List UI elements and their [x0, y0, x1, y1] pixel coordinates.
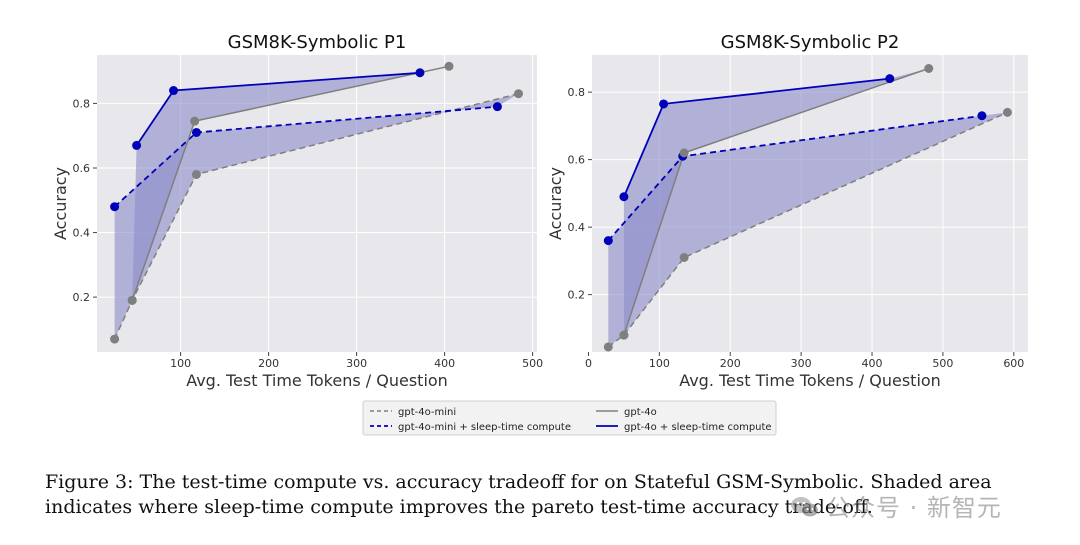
data-point-mini	[514, 89, 524, 99]
y-axis-label: Accuracy	[51, 167, 70, 240]
data-point-mini	[603, 342, 613, 352]
data-point-gpt4o_sleep	[659, 99, 669, 109]
x-tick-label: 100	[170, 357, 191, 370]
x-tick-label: 400	[434, 357, 455, 370]
x-tick-label: 300	[346, 357, 367, 370]
data-point-mini_sleep	[110, 202, 120, 212]
y-tick-label: 0.2	[568, 289, 586, 302]
data-point-gpt4o_sleep	[132, 140, 142, 150]
y-tick-label: 0.6	[568, 154, 586, 167]
watermark-text: 公众号 · 新智元	[826, 494, 1002, 522]
series-line-mini	[113, 92, 519, 340]
x-tick-label: 0	[585, 357, 592, 370]
data-point-mini_sleep	[977, 111, 987, 121]
data-point-gpt4o_sleep	[169, 86, 179, 96]
legend-label-mini_sleep: gpt-4o-mini + sleep-time compute	[398, 422, 571, 433]
y-tick-label: 0.4	[568, 221, 586, 234]
x-tick-label: 200	[720, 357, 741, 370]
legend-label-gpt4o: gpt-4o	[624, 407, 657, 418]
data-point-mini	[679, 253, 689, 262]
legend-label-gpt4o_sleep: gpt-4o + sleep-time compute	[624, 422, 772, 433]
x-axis-label: Avg. Test Time Tokens / Question	[679, 371, 941, 390]
data-point-mini_sleep	[492, 102, 502, 112]
x-tick-label: 500	[932, 357, 953, 370]
legend-label-mini: gpt-4o-mini	[398, 407, 456, 418]
y-axis-label: Accuracy	[546, 167, 565, 240]
legend-box	[362, 400, 777, 436]
data-point-gpt4o	[679, 148, 689, 158]
x-axis-label: Avg. Test Time Tokens / Question	[186, 371, 448, 390]
improvement-area-mini	[114, 93, 519, 340]
chart-title: GSM8K-Symbolic P1	[228, 32, 407, 53]
data-point-gpt4o_sleep	[415, 68, 425, 78]
data-point-mini	[191, 169, 201, 179]
data-point-gpt4o	[444, 61, 454, 71]
improvement-area-gpt4o	[623, 68, 929, 336]
series-line-mini	[607, 111, 1008, 348]
chart-panel-2: 0 100 200 300 400 500 600 0.2 0.4 0.6 0.8 GSM8K-Sym…	[546, 32, 1028, 390]
legend: gpt-4o-mini gpt-4o gpt-4o-mini + sleep-tim…	[362, 400, 777, 436]
data-point-gpt4o	[619, 330, 629, 340]
data-point-mini	[110, 334, 120, 344]
x-tick-label: 300	[791, 357, 812, 370]
data-point-mini_sleep	[191, 127, 201, 137]
x-tick-label: 100	[649, 357, 670, 370]
data-point-gpt4o_sleep	[885, 74, 895, 84]
chart-title: GSM8K-Symbolic P2	[721, 32, 900, 53]
wechat-icon	[791, 497, 818, 517]
figure-caption: Figure 3: The test-time compute vs. accu…	[45, 471, 992, 518]
x-tick-label: 400	[862, 357, 883, 370]
y-tick-label: 0.2	[73, 291, 91, 304]
data-point-gpt4o	[190, 116, 200, 126]
y-tick-label: 0.6	[73, 162, 91, 175]
y-tick-label: 0.8	[73, 97, 91, 110]
data-point-gpt4o_sleep	[619, 192, 629, 202]
x-tick-label: 600	[1003, 357, 1024, 370]
x-tick-label: 500	[522, 357, 543, 370]
x-tick-label: 200	[258, 357, 279, 370]
figure: 100 200 300 400 500 0.2 0.4 0.6 0.8 GSM8K-Symboli…	[51, 32, 1028, 436]
y-tick-label: 0.4	[73, 227, 91, 240]
y-tick-label: 0.8	[568, 86, 586, 99]
data-point-mini_sleep	[603, 236, 613, 246]
improvement-area-mini	[608, 112, 1008, 347]
chart-panel-1: 100 200 300 400 500 0.2 0.4 0.6 0.8 GSM8K-Symboli…	[51, 32, 543, 390]
data-point-gpt4o	[127, 295, 137, 305]
data-point-gpt4o	[924, 64, 934, 73]
data-point-mini	[1002, 107, 1012, 117]
watermark: 公众号 · 新智元	[790, 488, 1002, 523]
